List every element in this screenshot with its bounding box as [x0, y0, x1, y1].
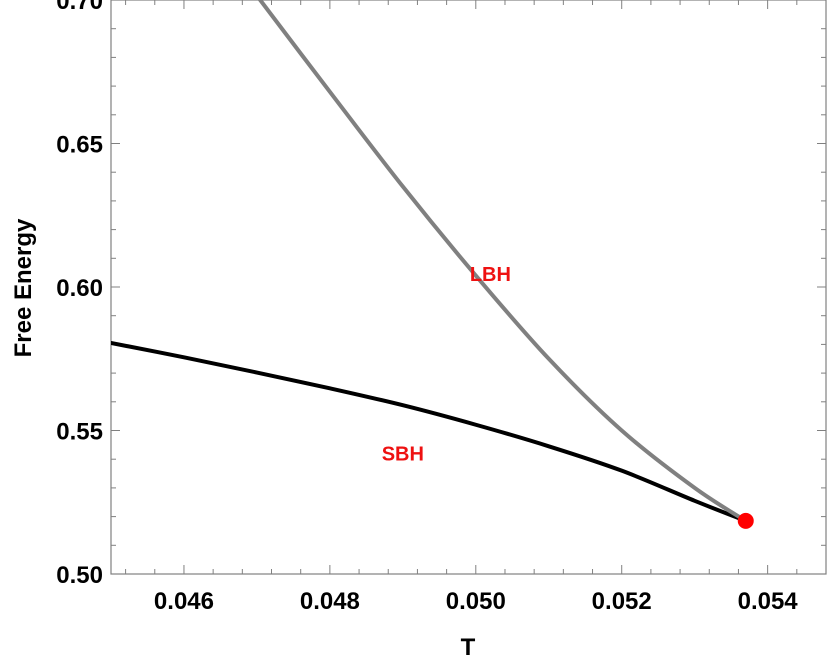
- series: [111, 0, 748, 523]
- lbh-label: LBH: [470, 264, 511, 286]
- x-tick-label: 0.048: [300, 588, 360, 615]
- x-tick-label: 0.052: [592, 588, 652, 615]
- sbh-curve: [111, 340, 748, 523]
- y-tick-label: 0.55: [56, 419, 103, 446]
- tick-labels: 0.046 0.048 0.050 0.052 0.054 0.50 0.55 0.60 0.6…: [56, 0, 798, 615]
- x-tick-label: 0.046: [154, 588, 214, 615]
- y-tick-label: 0.60: [56, 275, 103, 302]
- critical-point-marker: [737, 512, 754, 529]
- y-axis-title: Free Energy: [10, 218, 37, 357]
- plot-frame: [110, 0, 827, 575]
- x-tick-label: 0.050: [446, 588, 506, 615]
- y-tick-label: 0.65: [56, 132, 103, 159]
- sbh-label: SBH: [382, 443, 424, 465]
- x-axis-title: T: [461, 634, 476, 661]
- marks: [737, 512, 754, 529]
- x-tick-label: 0.054: [738, 588, 799, 615]
- y-tick-label: 0.70: [56, 0, 103, 15]
- ticks: [111, 0, 827, 575]
- y-tick-label: 0.50: [56, 562, 103, 589]
- lbh-curve: [257, 0, 748, 523]
